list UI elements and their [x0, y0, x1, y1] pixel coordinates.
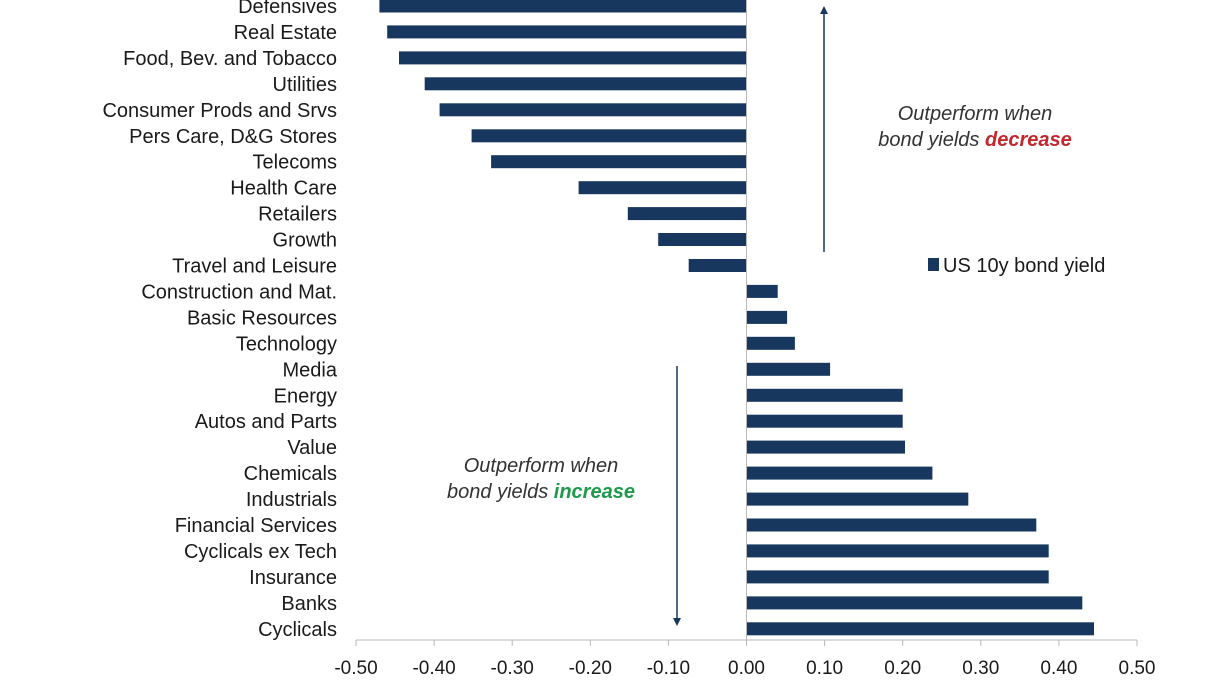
bar [746, 310, 788, 324]
category-label: Energy [274, 385, 337, 407]
annotation-line1: Outperform when [898, 103, 1053, 125]
bar [746, 414, 903, 428]
bar [746, 596, 1083, 610]
x-tick-label: 0.40 [1040, 658, 1077, 679]
bar [424, 77, 747, 91]
annotations: Outperform when bond yields decrease Outpe… [447, 6, 1072, 626]
bar [379, 0, 747, 13]
annotation-prefix: bond yields [447, 481, 554, 503]
bar [746, 518, 1037, 532]
category-label: Media [283, 359, 338, 381]
bar [746, 440, 905, 454]
x-tick-label: 0.00 [728, 658, 765, 679]
annotation-line2: bond yields decrease [878, 129, 1072, 151]
category-label: Real Estate [234, 22, 337, 44]
x-tick-label: -0.10 [647, 658, 690, 679]
category-label: Technology [236, 333, 337, 355]
legend-swatch [928, 258, 939, 271]
x-tick-label: -0.40 [412, 658, 455, 679]
category-label: Value [287, 437, 337, 459]
category-label: Autos and Parts [195, 411, 337, 433]
bar [688, 259, 747, 272]
annotation-emphasis: decrease [985, 129, 1072, 151]
bar [746, 622, 1094, 636]
bar [746, 466, 933, 480]
category-label: Pers Care, D&G Stores [129, 126, 337, 148]
bar [658, 233, 747, 246]
bar [491, 155, 747, 169]
bar [471, 129, 747, 143]
x-tick-label: 0.30 [962, 658, 999, 679]
category-label: Telecoms [253, 152, 337, 174]
category-label: Food, Bev. and Tobacco [123, 48, 337, 70]
category-label: Growth [273, 230, 337, 252]
annotation-prefix: bond yields [878, 129, 985, 151]
bar [746, 570, 1049, 584]
x-tick-label: 0.10 [806, 658, 843, 679]
category-label: Consumer Prods and Srvs [102, 100, 337, 122]
bars-layer [379, 0, 1094, 636]
category-label: Cyclicals [258, 619, 337, 641]
category-label: Industrials [246, 489, 337, 511]
bar [746, 544, 1049, 558]
bar [627, 207, 747, 221]
x-tick-label: -0.30 [491, 658, 534, 679]
x-axis: -0.50 -0.40 -0.30 -0.20 -0.10 0.00 0.10 0.20 0.3… [334, 0, 1155, 679]
category-label: Retailers [258, 204, 337, 226]
category-label: Defensives [238, 0, 337, 18]
bar [399, 51, 747, 65]
category-labels: Defensives Real Estate Food, Bev. and Toba… [102, 0, 337, 641]
bar [746, 492, 969, 506]
x-tick-label: -0.50 [334, 658, 377, 679]
bar [387, 25, 747, 39]
annotation-line1: Outperform when [464, 455, 619, 477]
category-label: Insurance [249, 567, 337, 589]
annotation-line2: bond yields increase [447, 481, 635, 503]
category-label: Cyclicals ex Tech [184, 541, 337, 563]
category-label: Travel and Leisure [172, 256, 337, 278]
annotation-emphasis: increase [554, 481, 635, 503]
category-label: Financial Services [175, 515, 337, 537]
bar [578, 181, 747, 195]
bar [746, 284, 778, 298]
bar [746, 362, 831, 376]
legend: US 10y bond yield [928, 255, 1105, 277]
category-label: Construction and Mat. [141, 281, 337, 303]
x-tick-label: 0.50 [1119, 658, 1156, 679]
legend-label: US 10y bond yield [943, 255, 1105, 277]
category-label: Health Care [230, 178, 337, 200]
category-label: Basic Resources [187, 307, 337, 329]
category-label: Banks [281, 593, 337, 615]
bar [746, 336, 795, 350]
category-label: Utilities [273, 74, 337, 96]
bar [439, 103, 747, 117]
x-tick-label: -0.20 [569, 658, 612, 679]
category-label: Chemicals [244, 463, 337, 485]
bar [746, 388, 903, 402]
x-tick-label: 0.20 [884, 658, 921, 679]
